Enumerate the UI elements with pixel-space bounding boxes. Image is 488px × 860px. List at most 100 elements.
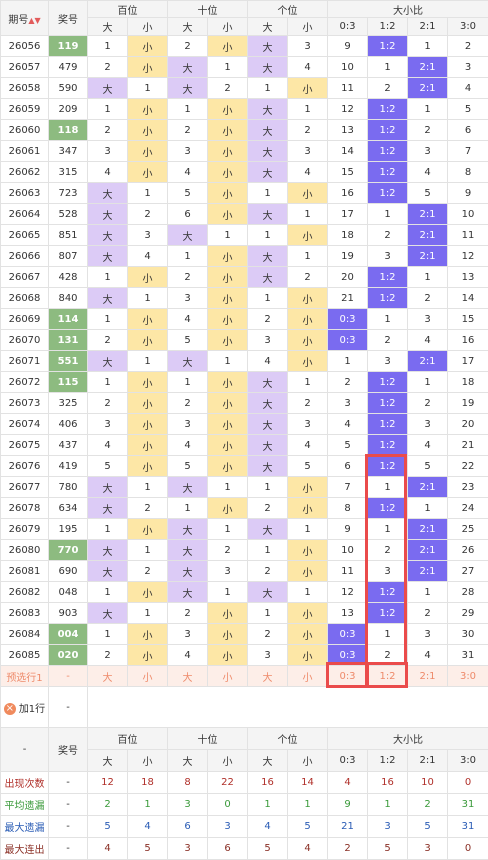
trend-cell: 2 [248,498,288,519]
trend-cell: 2:1 [408,78,448,99]
issue-number: 26083 [1,603,49,624]
trend-cell: 小 [208,498,248,519]
trend-cell: 1:2 [368,288,408,309]
stat-value: 0 [448,838,488,860]
trend-cell: 1:2 [368,393,408,414]
trend-cell: 2 [168,267,208,288]
trend-cell: 4 [408,645,448,666]
issue-number: 26074 [1,414,49,435]
trend-cell: 16 [328,183,368,204]
trend-cell: 25 [448,519,488,540]
prize-number: 406 [49,414,88,435]
add-icon[interactable]: × [4,703,16,715]
trend-cell: 小 [288,477,328,498]
predict-cell[interactable]: 小 [128,666,168,687]
trend-cell: 1 [288,204,328,225]
trend-cell: 小 [288,78,328,99]
trend-cell: 1 [368,57,408,78]
trend-cell: 1 [88,372,128,393]
stat-label: 最大遗漏 [1,816,49,838]
issue-number: 26067 [1,267,49,288]
trend-cell: 0:3 [328,624,368,645]
trend-cell: 1 [88,309,128,330]
stat-value: 14 [288,772,328,794]
add-row-button[interactable]: ×加1行 [1,687,49,728]
trend-cell: 23 [448,477,488,498]
stat-value: 2 [328,838,368,860]
issue-number: 26081 [1,561,49,582]
sub-header: 大 [88,750,128,772]
trend-cell: 3 [368,246,408,267]
group-header: 个位 [248,728,328,750]
blank [88,687,488,728]
trend-cell: 19 [448,393,488,414]
trend-cell: 29 [448,603,488,624]
prize-number: 770 [49,540,88,561]
stat-value: 22 [208,772,248,794]
trend-cell: 1 [88,267,128,288]
sub-header: 2:1 [408,18,448,36]
trend-cell: 3 [168,414,208,435]
predict-cell[interactable]: 大 [88,666,128,687]
trend-cell: 24 [448,498,488,519]
sub-header: 2:1 [408,750,448,772]
predict-cell[interactable]: 大 [248,666,288,687]
trend-cell: 小 [288,561,328,582]
trend-cell: 11 [448,225,488,246]
trend-cell: 大 [248,204,288,225]
issue-number: 26058 [1,78,49,99]
trend-cell: 2 [168,603,208,624]
trend-cell: 18 [448,372,488,393]
trend-cell: 小 [208,162,248,183]
stat-prize: - [49,838,88,860]
trend-cell: 1:2 [368,141,408,162]
trend-cell: 1 [248,540,288,561]
predict-cell[interactable]: 大 [168,666,208,687]
trend-cell: 10 [448,204,488,225]
trend-cell: 6 [448,120,488,141]
trend-cell: 小 [288,309,328,330]
trend-cell: 1 [128,78,168,99]
trend-cell: 小 [288,603,328,624]
trend-cell: 小 [128,624,168,645]
prize-number: 004 [49,624,88,645]
trend-cell: 2:1 [408,57,448,78]
trend-cell: 1 [88,624,128,645]
sub-header: 1:2 [368,750,408,772]
prize-number: 195 [49,519,88,540]
trend-cell: 1 [288,372,328,393]
column-header[interactable]: 期号▲▼ [1,1,49,36]
trend-cell: 2:1 [408,477,448,498]
trend-cell: 大 [88,246,128,267]
predict-cell[interactable]: 小 [288,666,328,687]
predict-cell[interactable]: 2:1 [408,666,448,687]
stat-value: 4 [128,816,168,838]
highlight-box [366,662,408,688]
trend-cell: 大 [88,477,128,498]
trend-cell: 12 [328,99,368,120]
prize-number: 325 [49,393,88,414]
trend-cell: 小 [128,393,168,414]
trend-cell: 18 [328,225,368,246]
trend-cell: 2 [248,309,288,330]
trend-cell: 1 [288,246,328,267]
trend-cell: 小 [208,204,248,225]
sort-icon[interactable]: ▲▼ [28,16,40,25]
trend-cell: 3 [288,36,328,57]
trend-cell: 1 [168,498,208,519]
predict-cell[interactable]: 小 [208,666,248,687]
predict-cell[interactable]: 3:0 [448,666,488,687]
prize-number: 209 [49,99,88,120]
trend-cell: 小 [288,624,328,645]
add-row-label[interactable]: 加1行 [19,704,45,715]
trend-cell: 12 [328,582,368,603]
issue-number: 26072 [1,372,49,393]
trend-cell: 1 [168,372,208,393]
